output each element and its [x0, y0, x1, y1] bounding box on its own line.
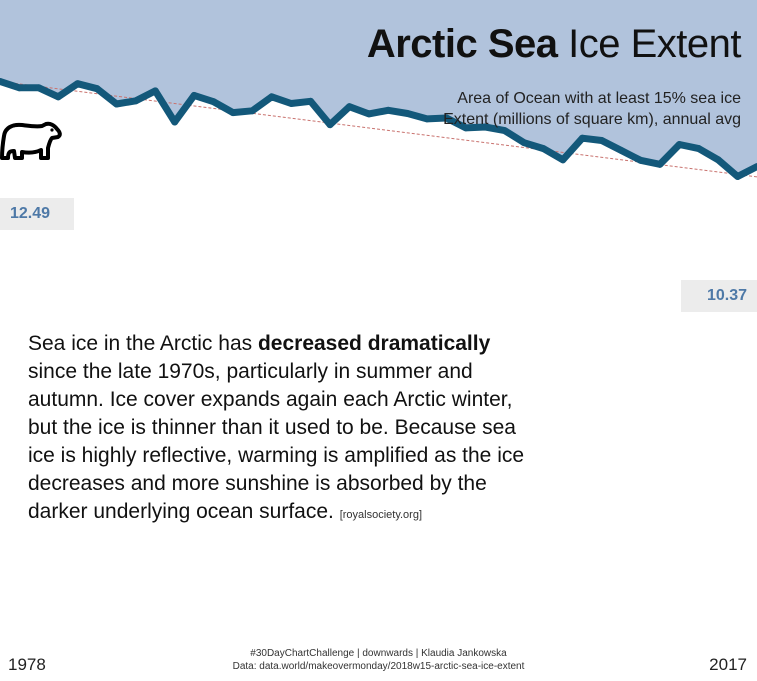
description-text: Sea ice in the Arctic has decreased dram…: [28, 330, 538, 529]
data-point-2004: [501, 127, 509, 134]
data-point-1984: [113, 100, 120, 108]
data-point-1983: [93, 85, 101, 93]
data-point-2013: [676, 141, 683, 148]
data-point-2010: [617, 147, 625, 154]
data-point-1989: [210, 98, 217, 106]
data-point-1995: [326, 121, 334, 129]
data-point-1996: [346, 103, 353, 111]
data-point-2016: [734, 173, 741, 180]
chart-title: Arctic Sea Ice Extent: [366, 22, 742, 67]
data-point-1993: [287, 100, 295, 107]
description-after: since the late 1970s, particularly in su…: [28, 360, 525, 523]
footer: #30DayChartChallenge | downwards | Klaud…: [0, 647, 757, 673]
data-point-1998: [384, 106, 392, 114]
footer-data-source: Data: data.world/makeovermonday/2018w15-…: [232, 661, 525, 672]
polar-bear-icon: [0, 121, 62, 160]
data-point-1994: [307, 97, 314, 105]
data-point-1982: [74, 80, 81, 88]
description-before: Sea ice in the Arctic has: [28, 332, 258, 355]
title-rest: Ice Extent: [568, 22, 741, 66]
end-value-label: 10.37: [681, 280, 757, 312]
data-point-1986: [151, 87, 159, 95]
data-point-2007: [559, 156, 567, 164]
data-point-1985: [132, 97, 140, 105]
data-point-1979: [16, 84, 23, 92]
subtitle-line-2: Extent (millions of square km), annual a…: [443, 111, 741, 128]
data-point-2014: [695, 145, 703, 153]
data-point-1999: [404, 110, 411, 117]
data-point-1978: [0, 78, 4, 85]
sea-ice-line: [0, 78, 757, 180]
data-point-1988: [190, 92, 198, 99]
chart-subtitle: Area of Ocean with at least 15% sea ice …: [443, 88, 741, 130]
data-point-1991: [248, 107, 256, 115]
sky-area: [0, 0, 757, 177]
data-point-2009: [598, 137, 606, 144]
data-point-2001: [443, 114, 450, 122]
data-points: [0, 78, 757, 180]
data-point-2015: [714, 156, 722, 164]
data-point-2000: [423, 115, 431, 123]
data-point-2008: [578, 134, 586, 142]
data-point-1990: [229, 109, 237, 116]
chart: [0, 0, 757, 180]
subtitle-line-1: Area of Ocean with at least 15% sea ice: [457, 90, 741, 107]
data-point-1980: [35, 84, 43, 92]
data-point-1997: [365, 110, 373, 118]
start-value-label: 12.49: [0, 198, 74, 230]
data-point-1981: [54, 93, 62, 101]
data-point-2011: [637, 156, 644, 164]
year-start: 1978: [8, 655, 46, 674]
data-point-2005: [520, 139, 528, 147]
data-point-2012: [656, 160, 664, 168]
year-end: 2017: [709, 655, 747, 674]
source-citation: [royalsociety.org]: [339, 509, 423, 521]
trend-line: [0, 80, 757, 178]
title-bold: Arctic Sea: [366, 22, 558, 66]
data-point-2006: [540, 145, 547, 153]
data-point-1987: [171, 118, 179, 126]
data-point-2017: [753, 163, 757, 170]
data-point-2002: [462, 124, 470, 132]
data-point-1992: [268, 93, 276, 101]
footer-credit: #30DayChartChallenge | downwards | Klaud…: [250, 648, 507, 659]
description-bold: decreased dramatically: [257, 332, 491, 355]
data-point-2003: [481, 123, 489, 131]
